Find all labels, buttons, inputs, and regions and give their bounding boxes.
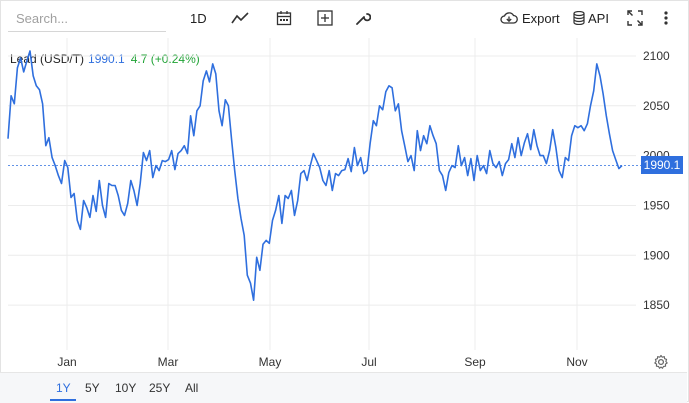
fullscreen-icon[interactable]: [627, 8, 643, 28]
calendar-icon[interactable]: [276, 8, 292, 28]
cloud-download-icon: [500, 11, 518, 25]
x-tick-label: Sep: [464, 355, 486, 369]
x-tick-label: May: [259, 355, 282, 369]
y-axis-labels: 185019001950200020502100: [643, 49, 670, 312]
y-tick-label: 2050: [643, 99, 670, 113]
y-tick-label: 1900: [643, 248, 670, 262]
export-button[interactable]: Export: [500, 8, 560, 28]
x-axis-labels: Jan Mar May Jul Sep Nov: [57, 355, 587, 369]
x-tick-label: Nov: [566, 355, 587, 369]
wrench-icon[interactable]: [355, 8, 371, 28]
api-label: API: [588, 10, 609, 26]
range-all-button[interactable]: All: [185, 381, 199, 395]
interval-button[interactable]: 1D: [190, 10, 207, 26]
database-icon: [573, 11, 585, 25]
range-10y-button[interactable]: 10Y: [115, 381, 137, 395]
x-tick-label: Jul: [361, 355, 376, 369]
line-chart-type-icon[interactable]: [231, 8, 249, 28]
range-25y-button[interactable]: 25Y: [149, 381, 171, 395]
x-tick-label: Jan: [57, 355, 76, 369]
range-selector: 1Y 5Y 10Y 25Y All: [0, 372, 687, 403]
chart-grid: [8, 38, 636, 350]
more-options-icon[interactable]: [663, 8, 669, 28]
range-1y-button[interactable]: 1Y: [56, 381, 71, 395]
series-line-lead: [7, 50, 623, 302]
api-button[interactable]: API: [573, 8, 609, 28]
settings-gear-icon[interactable]: [653, 354, 669, 375]
export-label: Export: [522, 10, 560, 26]
y-tick-label: 1950: [643, 198, 670, 212]
add-indicator-icon[interactable]: [317, 8, 333, 28]
current-price-tag: 1990.1: [641, 156, 683, 175]
active-range-indicator: [50, 399, 76, 401]
y-tick-label: 2100: [643, 49, 670, 63]
price-chart[interactable]: 185019001950200020502100 JanMarMayJulSep…: [0, 0, 689, 372]
x-tick-label: Mar: [158, 355, 179, 369]
search-input[interactable]: [8, 6, 166, 32]
chart-toolbar: 1D Export API: [0, 0, 687, 36]
y-tick-label: 1850: [643, 298, 670, 312]
range-5y-button[interactable]: 5Y: [85, 381, 100, 395]
